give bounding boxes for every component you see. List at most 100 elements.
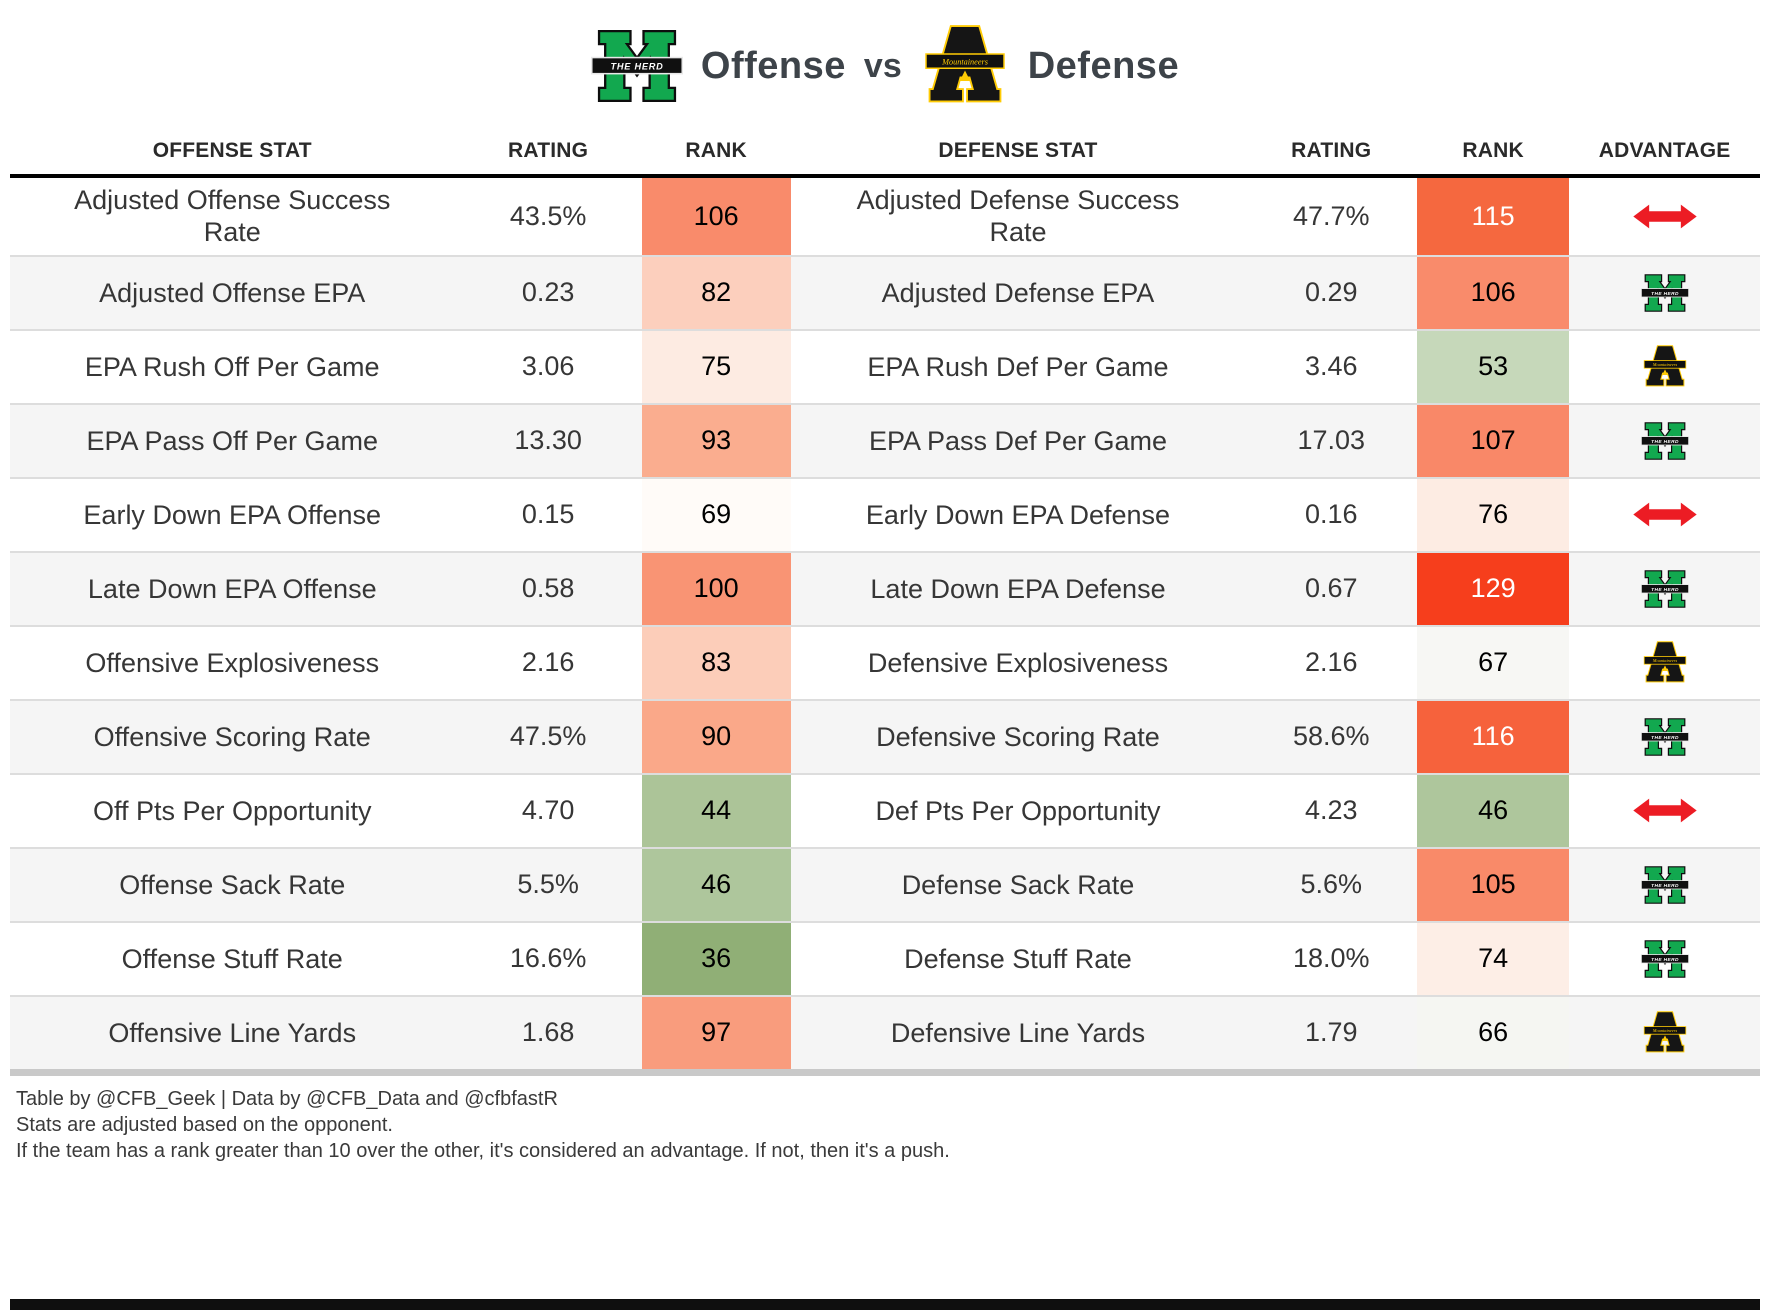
- advantage-cell: [1569, 701, 1760, 773]
- defense-rating-value: 3.46: [1304, 351, 1358, 382]
- offense-stat-label: Offense Stuff Rate: [121, 943, 343, 974]
- column-header-offense-stat: OFFENSE STAT: [152, 139, 312, 162]
- defense-rating-value: 2.16: [1304, 647, 1358, 678]
- offense-rank-value: 75: [641, 330, 791, 403]
- offense-rank-value: 106: [641, 178, 791, 255]
- table-row: Offensive Scoring Rate 47.5% 90 Defensiv…: [10, 700, 1760, 775]
- push-arrow-icon: [1632, 496, 1698, 533]
- appstate-logo: [920, 18, 1010, 114]
- offense-rank-value: 82: [641, 256, 791, 329]
- offense-rating-value: 3.06: [521, 351, 575, 382]
- defense-rating-value: 0.29: [1304, 277, 1358, 308]
- table-row: Offense Stuff Rate 16.6% 36 Defense Stuf…: [10, 922, 1760, 997]
- offense-stat-label: Offensive Scoring Rate: [93, 721, 371, 752]
- defense-rating-value: 1.79: [1304, 1017, 1358, 1048]
- offense-rating-value: 1.68: [521, 1017, 575, 1048]
- table-header-row: OFFENSE STAT RATING RANK DEFENSE STAT RA…: [10, 128, 1760, 178]
- advantage-cell: [1569, 405, 1760, 477]
- offense-rank-value: 69: [641, 478, 791, 551]
- defense-rank-value: 66: [1417, 996, 1570, 1069]
- offense-stat-label: EPA Rush Off Per Game: [84, 351, 380, 382]
- defense-rank-value: 76: [1417, 478, 1570, 551]
- advantage-cell: [1569, 923, 1760, 995]
- advantage-cell: [1569, 331, 1760, 403]
- bottom-border-bar: [10, 1299, 1760, 1310]
- defense-rating-value: 18.0%: [1292, 943, 1370, 974]
- offense-rank-value: 36: [641, 922, 791, 995]
- column-header-offense-rank: RANK: [685, 139, 747, 162]
- defense-rating-value: 0.67: [1304, 573, 1358, 604]
- defense-stat-label: Early Down EPA Defense: [865, 499, 1171, 530]
- marshall-logo: [591, 20, 683, 112]
- defense-rating-value: 5.6%: [1300, 869, 1363, 900]
- offense-rating-value: 43.5%: [509, 200, 587, 231]
- defense-rank-value: 107: [1417, 404, 1570, 477]
- footnote-credits: Table by @CFB_Geek | Data by @CFB_Data a…: [16, 1087, 558, 1110]
- defense-stat-label: Defense Stuff Rate: [904, 943, 1132, 974]
- defense-rank-value: 74: [1417, 922, 1570, 995]
- table-row: Off Pts Per Opportunity 4.70 44 Def Pts …: [10, 774, 1760, 849]
- table-row: Adjusted Offense EPA 0.23 82 Adjusted De…: [10, 256, 1760, 331]
- push-arrow-icon: [1632, 792, 1698, 829]
- defense-rank-value: 106: [1417, 256, 1570, 329]
- marshall-logo: [1641, 713, 1689, 761]
- table-row: Offensive Line Yards 1.68 97 Defensive L…: [10, 996, 1760, 1069]
- marshall-logo: [1641, 861, 1689, 909]
- defense-stat-label: Late Down EPA Defense: [870, 573, 1166, 604]
- offense-stat-label: Early Down EPA Offense: [83, 499, 382, 530]
- defense-rating-value: 4.23: [1304, 795, 1358, 826]
- defense-rank-value: 67: [1417, 626, 1570, 699]
- advantage-cell: [1569, 997, 1760, 1069]
- marshall-logo: [1641, 269, 1689, 317]
- defense-rank-value: 115: [1417, 178, 1570, 255]
- table-row: Adjusted Offense Success Rate 43.5% 106 …: [10, 178, 1760, 257]
- table-row: EPA Pass Off Per Game 13.30 93 EPA Pass …: [10, 404, 1760, 479]
- column-header-advantage: ADVANTAGE: [1598, 139, 1731, 162]
- offense-rank-value: 46: [641, 848, 791, 921]
- defense-stat-label: EPA Pass Def Per Game: [868, 425, 1168, 456]
- offense-rank-value: 97: [641, 996, 791, 1069]
- push-arrow-icon: [1632, 198, 1698, 235]
- column-header-offense-rating: RATING: [508, 139, 589, 162]
- defense-stat-label: Defense Sack Rate: [901, 869, 1135, 900]
- defense-rank-value: 53: [1417, 330, 1570, 403]
- footnote-advantage-rule: If the team has a rank greater than 10 o…: [16, 1139, 950, 1162]
- offense-rating-value: 16.6%: [509, 943, 587, 974]
- offense-rating-value: 2.16: [521, 647, 575, 678]
- advantage-cell: [1569, 627, 1760, 699]
- defense-stat-label: Defensive Line Yards: [890, 1017, 1146, 1048]
- appstate-logo: [1641, 1008, 1689, 1058]
- appstate-logo: [1641, 342, 1689, 392]
- offense-rating-value: 0.23: [521, 277, 575, 308]
- defense-stat-label: Adjusted Defense EPA: [881, 277, 1155, 308]
- defense-rating-value: 0.16: [1304, 499, 1358, 530]
- offense-rating-value: 5.5%: [517, 869, 579, 900]
- offense-title-label: Offense: [700, 44, 846, 87]
- advantage-cell: [1569, 553, 1760, 625]
- defense-rank-value: 46: [1417, 774, 1570, 847]
- offense-stat-label: Adjusted Offense Success Rate: [74, 185, 391, 248]
- vs-label: vs: [863, 46, 902, 85]
- offense-rank-value: 44: [641, 774, 791, 847]
- offense-rank-value: 100: [641, 552, 791, 625]
- table-row: Early Down EPA Offense 0.15 69 Early Dow…: [10, 478, 1760, 553]
- offense-rating-value: 0.58: [521, 573, 575, 604]
- table-body: Adjusted Offense Success Rate 43.5% 106 …: [10, 178, 1760, 1076]
- stats-table: OFFENSE STAT RATING RANK DEFENSE STAT RA…: [10, 128, 1760, 1076]
- marshall-logo: [1641, 935, 1689, 983]
- appstate-logo: [1641, 638, 1689, 688]
- table-row: Offense Sack Rate 5.5% 46 Defense Sack R…: [10, 848, 1760, 923]
- table-footnotes: Table by @CFB_Geek | Data by @CFB_Data a…: [10, 1076, 1760, 1164]
- offense-stat-label: Late Down EPA Offense: [87, 573, 377, 604]
- offense-rank-value: 93: [641, 404, 791, 477]
- advantage-cell: [1569, 775, 1760, 847]
- advantage-cell: [1569, 479, 1760, 551]
- defense-stat-label: Defensive Scoring Rate: [876, 721, 1160, 752]
- offense-stat-label: Offensive Line Yards: [108, 1017, 357, 1048]
- column-header-defense-stat: DEFENSE STAT: [938, 139, 1098, 162]
- offense-rank-value: 83: [641, 626, 791, 699]
- defense-rating-value: 17.03: [1297, 425, 1366, 456]
- defense-rating-value: 58.6%: [1292, 721, 1370, 752]
- column-header-defense-rank: RANK: [1462, 139, 1524, 162]
